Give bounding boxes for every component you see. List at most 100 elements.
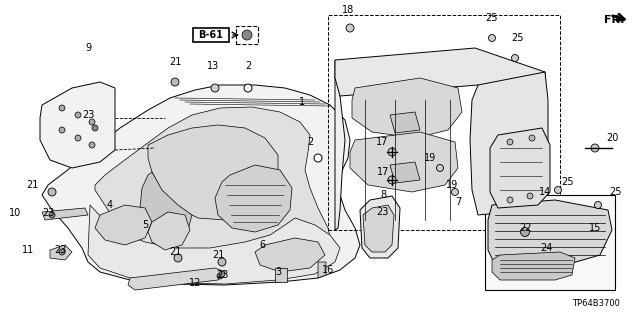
Polygon shape xyxy=(50,245,72,260)
Polygon shape xyxy=(140,172,192,240)
Circle shape xyxy=(388,176,396,184)
Text: 15: 15 xyxy=(589,223,601,233)
Text: 6: 6 xyxy=(259,240,265,250)
Text: 18: 18 xyxy=(342,5,354,15)
Polygon shape xyxy=(335,48,545,100)
Text: 23: 23 xyxy=(42,208,54,218)
Bar xyxy=(328,15,560,230)
Text: 7: 7 xyxy=(455,197,461,207)
Circle shape xyxy=(89,119,95,125)
Text: 21: 21 xyxy=(169,57,181,67)
Polygon shape xyxy=(488,200,612,268)
Circle shape xyxy=(507,139,513,145)
Text: 24: 24 xyxy=(540,243,552,253)
Text: 23: 23 xyxy=(82,110,94,120)
Circle shape xyxy=(75,135,81,141)
Text: 23: 23 xyxy=(216,270,228,280)
Text: 4: 4 xyxy=(107,200,113,210)
Circle shape xyxy=(75,112,81,118)
Circle shape xyxy=(507,197,513,203)
Circle shape xyxy=(218,258,226,266)
Text: 20: 20 xyxy=(606,133,618,143)
Circle shape xyxy=(388,148,396,156)
Polygon shape xyxy=(42,208,88,220)
Polygon shape xyxy=(148,125,278,220)
Text: 12: 12 xyxy=(189,278,201,288)
Circle shape xyxy=(92,125,98,131)
Text: 9: 9 xyxy=(85,43,91,53)
Circle shape xyxy=(591,144,599,152)
Circle shape xyxy=(171,78,179,86)
Polygon shape xyxy=(350,132,458,192)
Text: 13: 13 xyxy=(207,61,219,71)
Text: FR.: FR. xyxy=(604,15,625,25)
Text: 2: 2 xyxy=(307,137,313,147)
Text: 25: 25 xyxy=(512,33,524,43)
Circle shape xyxy=(346,24,354,32)
Bar xyxy=(275,268,287,282)
Text: 19: 19 xyxy=(424,153,436,163)
Circle shape xyxy=(59,249,65,255)
Circle shape xyxy=(217,273,223,279)
Text: 21: 21 xyxy=(212,250,224,260)
Polygon shape xyxy=(40,82,115,168)
Text: TP64B3700: TP64B3700 xyxy=(572,299,620,308)
Circle shape xyxy=(242,30,252,40)
Polygon shape xyxy=(215,165,292,232)
Text: 23: 23 xyxy=(54,245,66,255)
Circle shape xyxy=(595,202,602,209)
Polygon shape xyxy=(390,162,420,183)
Polygon shape xyxy=(352,78,462,138)
Text: 25: 25 xyxy=(562,177,574,187)
Text: 14: 14 xyxy=(539,187,551,197)
Polygon shape xyxy=(490,128,550,208)
Text: 22: 22 xyxy=(519,223,531,233)
Bar xyxy=(236,26,258,44)
Circle shape xyxy=(219,271,225,277)
Polygon shape xyxy=(318,262,326,278)
Text: 19: 19 xyxy=(446,180,458,190)
Circle shape xyxy=(436,165,444,172)
Text: 23: 23 xyxy=(376,207,388,217)
Text: 16: 16 xyxy=(322,265,334,275)
Circle shape xyxy=(488,34,495,41)
Circle shape xyxy=(529,135,535,141)
Text: 21: 21 xyxy=(169,247,181,257)
Text: 11: 11 xyxy=(22,245,34,255)
Circle shape xyxy=(59,127,65,133)
Circle shape xyxy=(174,254,182,262)
Circle shape xyxy=(314,154,322,162)
Text: 25: 25 xyxy=(609,187,621,197)
Polygon shape xyxy=(128,268,225,290)
Polygon shape xyxy=(95,205,152,245)
Circle shape xyxy=(244,84,252,92)
Circle shape xyxy=(59,105,65,111)
Polygon shape xyxy=(88,205,340,284)
Text: 17: 17 xyxy=(377,167,389,177)
Circle shape xyxy=(527,193,533,199)
Text: 1: 1 xyxy=(299,97,305,107)
Polygon shape xyxy=(42,85,360,285)
Bar xyxy=(193,28,229,42)
Circle shape xyxy=(511,55,518,62)
Circle shape xyxy=(49,212,55,218)
Circle shape xyxy=(211,84,219,92)
Bar xyxy=(485,195,615,290)
Text: 17: 17 xyxy=(376,137,388,147)
Polygon shape xyxy=(255,238,325,272)
Circle shape xyxy=(520,227,529,236)
Polygon shape xyxy=(363,205,394,252)
Polygon shape xyxy=(390,112,420,133)
Polygon shape xyxy=(335,60,345,230)
Circle shape xyxy=(48,188,56,196)
Circle shape xyxy=(451,189,458,196)
Text: 3: 3 xyxy=(275,267,281,277)
Polygon shape xyxy=(148,212,190,250)
Text: 25: 25 xyxy=(486,13,499,23)
Text: 21: 21 xyxy=(26,180,38,190)
Text: 2: 2 xyxy=(245,61,251,71)
Circle shape xyxy=(554,187,561,194)
Text: B-61: B-61 xyxy=(198,30,223,40)
Text: 8: 8 xyxy=(380,190,386,200)
Text: 5: 5 xyxy=(142,220,148,230)
